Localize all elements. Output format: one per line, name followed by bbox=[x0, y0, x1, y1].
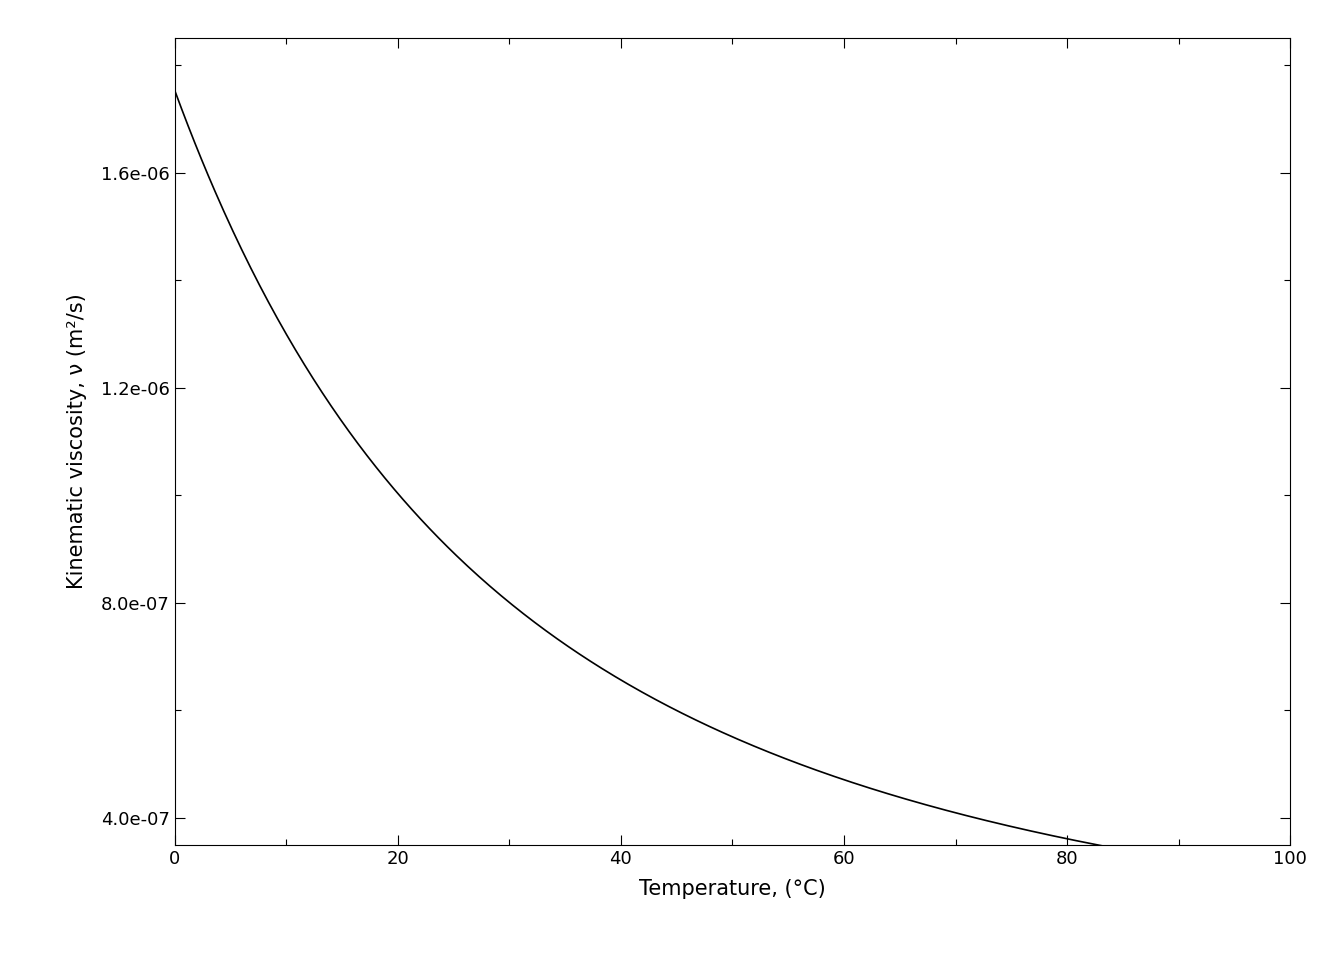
Y-axis label: Kinematic viscosity, ν (m²/s): Kinematic viscosity, ν (m²/s) bbox=[67, 294, 87, 589]
X-axis label: Temperature, (°C): Temperature, (°C) bbox=[640, 878, 825, 899]
